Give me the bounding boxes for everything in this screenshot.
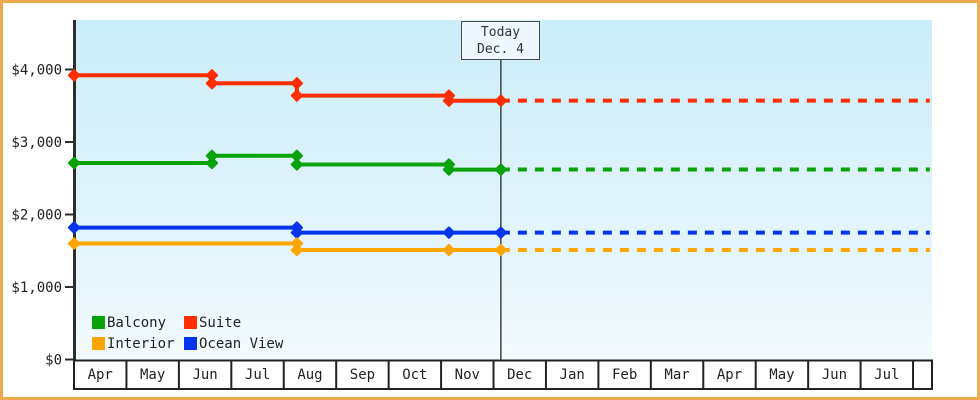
y-tick-label: $3,000 <box>11 135 62 151</box>
data-point-marker <box>442 163 456 176</box>
legend-item-suite: Suite <box>184 312 283 333</box>
data-point-marker <box>67 221 81 234</box>
data-point-marker <box>290 149 304 162</box>
month-label: Jul <box>245 367 270 383</box>
data-point-marker <box>290 158 304 171</box>
month-label: Jul <box>874 367 899 383</box>
y-axis: $4,000 $3,000 $2,000 $1,000 $0 <box>11 20 76 369</box>
legend-swatch-interior <box>92 337 105 350</box>
legend-swatch-balcony <box>92 316 105 329</box>
month-label: Aug <box>297 367 322 383</box>
legend-label-ocean-view: Ocean View <box>199 335 284 352</box>
x-axis-month-band: Apr May Jun Jul Aug Sep Oct Nov Dec Jan Feb Mar Apr M… <box>73 359 933 390</box>
month-label: Apr <box>717 367 742 383</box>
data-point-marker <box>205 77 219 90</box>
data-point-marker <box>205 149 219 162</box>
data-point-marker <box>290 89 304 102</box>
legend-item-balcony: Balcony <box>92 312 184 333</box>
month-label: Jun <box>822 367 847 383</box>
legend-swatch-suite <box>184 316 197 329</box>
today-date: Dec. 4 <box>477 42 524 57</box>
y-tick-label: $0 <box>45 353 62 369</box>
month-label: Jan <box>560 367 585 383</box>
legend-item-ocean-view: Ocean View <box>184 333 283 354</box>
y-tick-label: $2,000 <box>11 208 62 224</box>
data-point-marker <box>494 163 508 176</box>
month-label: Feb <box>612 367 637 383</box>
data-point-marker <box>442 94 456 107</box>
month-label: Nov <box>455 367 480 383</box>
month-label: May <box>140 367 165 383</box>
data-point-marker <box>67 237 81 250</box>
series-ocean-view <box>67 221 930 239</box>
legend-swatch-ocean-view <box>184 337 197 350</box>
data-point-marker <box>494 243 508 257</box>
today-label: Today <box>480 25 521 40</box>
month-label: Dec <box>507 367 532 383</box>
month-label: Apr <box>88 367 113 383</box>
legend-label-interior: Interior <box>107 335 175 352</box>
month-label: May <box>769 367 794 383</box>
data-point-marker <box>67 156 81 170</box>
legend: Balcony Suite Interior Ocean View <box>92 312 283 354</box>
month-band <box>73 359 933 390</box>
today-marker-box: Today Dec. 4 <box>461 21 540 60</box>
legend-label-balcony: Balcony <box>107 314 167 331</box>
month-label: Sep <box>350 367 375 383</box>
y-tick-label: $1,000 <box>11 280 62 296</box>
data-point-marker <box>290 243 304 257</box>
data-point-marker <box>494 226 508 239</box>
series-suite <box>67 69 930 107</box>
month-label: Jun <box>192 367 217 383</box>
data-point-marker <box>442 226 456 239</box>
legend-label-suite: Suite <box>199 314 242 331</box>
data-point-marker <box>290 77 304 90</box>
data-point-marker <box>67 69 81 82</box>
series-balcony <box>67 149 930 176</box>
data-point-marker <box>494 94 508 107</box>
legend-item-interior: Interior <box>92 333 184 354</box>
month-label: Oct <box>402 367 427 383</box>
plot-area <box>75 20 932 360</box>
y-tick-label: $4,000 <box>11 63 62 79</box>
data-point-marker <box>290 226 304 239</box>
series-interior <box>67 237 930 257</box>
data-point-marker <box>442 243 456 257</box>
month-label: Mar <box>664 367 689 383</box>
